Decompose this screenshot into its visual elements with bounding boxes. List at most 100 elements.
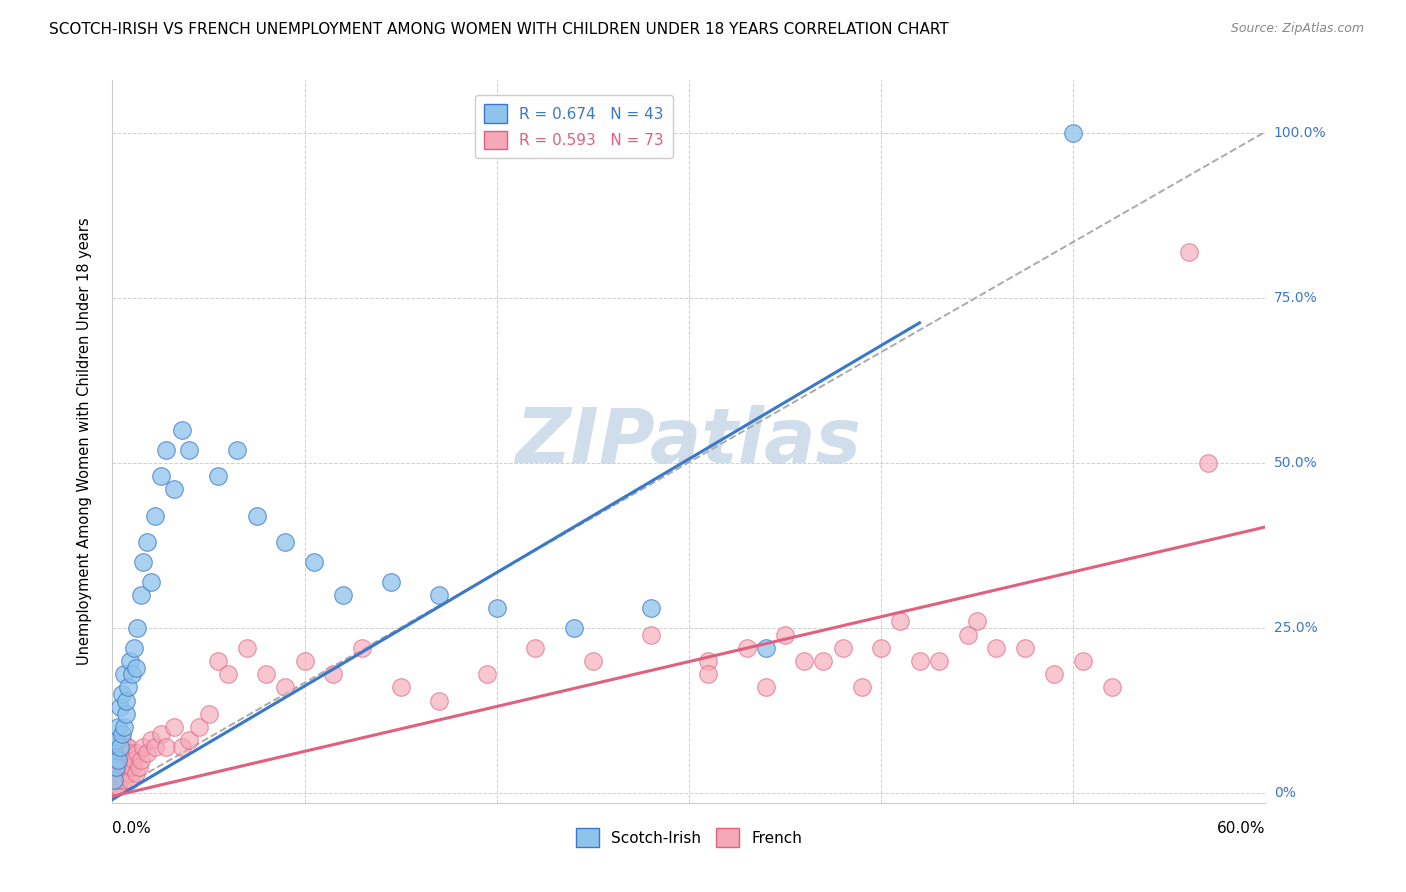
Point — [697, 667, 720, 681]
Point — [485, 601, 508, 615]
Point — [155, 739, 177, 754]
Point — [112, 667, 135, 681]
Point — [389, 681, 412, 695]
Point — [1062, 126, 1084, 140]
Point — [129, 588, 153, 602]
Point — [103, 759, 125, 773]
Point — [143, 508, 166, 523]
Point — [640, 601, 662, 615]
Point — [118, 654, 141, 668]
Point — [112, 720, 135, 734]
Point — [304, 555, 326, 569]
Point — [163, 483, 186, 497]
Point — [107, 753, 129, 767]
Point — [274, 681, 297, 695]
Point — [117, 739, 139, 754]
Point — [524, 640, 547, 655]
Text: 0.0%: 0.0% — [112, 822, 152, 837]
Point — [115, 706, 138, 721]
Point — [831, 640, 853, 655]
Text: 100.0%: 100.0% — [1274, 126, 1326, 140]
Point — [197, 706, 219, 721]
Point — [170, 739, 193, 754]
Point — [427, 588, 450, 602]
Point — [105, 772, 128, 787]
Point — [380, 574, 402, 589]
Point — [118, 747, 141, 761]
Point — [105, 753, 128, 767]
Text: Source: ZipAtlas.com: Source: ZipAtlas.com — [1230, 22, 1364, 36]
Point — [236, 640, 259, 655]
Point — [112, 772, 135, 787]
Point — [139, 733, 162, 747]
Point — [149, 726, 172, 740]
Point — [103, 747, 125, 761]
Point — [477, 667, 499, 681]
Point — [108, 739, 131, 754]
Point — [121, 667, 143, 681]
Point — [136, 535, 159, 549]
Text: 60.0%: 60.0% — [1218, 822, 1265, 837]
Point — [928, 654, 950, 668]
Point — [851, 681, 873, 695]
Point — [107, 766, 129, 780]
Point — [1101, 681, 1123, 695]
Point — [149, 469, 172, 483]
Point — [108, 700, 131, 714]
Point — [108, 753, 131, 767]
Text: SCOTCH-IRISH VS FRENCH UNEMPLOYMENT AMONG WOMEN WITH CHILDREN UNDER 18 YEARS COR: SCOTCH-IRISH VS FRENCH UNEMPLOYMENT AMON… — [49, 22, 949, 37]
Point — [294, 654, 316, 668]
Point — [582, 654, 605, 668]
Point — [111, 733, 134, 747]
Point — [1043, 667, 1066, 681]
Point — [118, 772, 141, 787]
Point — [117, 681, 139, 695]
Point — [207, 654, 229, 668]
Point — [115, 766, 138, 780]
Point — [132, 739, 155, 754]
Point — [163, 720, 186, 734]
Point — [111, 766, 134, 780]
Text: 25.0%: 25.0% — [1274, 621, 1317, 635]
Point — [813, 654, 835, 668]
Point — [117, 759, 139, 773]
Point — [956, 627, 979, 641]
Point — [107, 747, 129, 761]
Point — [352, 640, 374, 655]
Point — [332, 588, 354, 602]
Text: 50.0%: 50.0% — [1274, 456, 1317, 470]
Point — [170, 423, 193, 437]
Point — [108, 772, 131, 787]
Point — [112, 753, 135, 767]
Point — [107, 720, 129, 734]
Point — [640, 627, 662, 641]
Point — [254, 667, 277, 681]
Point — [103, 772, 125, 787]
Point — [111, 726, 134, 740]
Point — [124, 660, 146, 674]
Point — [966, 615, 988, 629]
Point — [207, 469, 229, 483]
Point — [188, 720, 211, 734]
Point — [115, 739, 138, 754]
Point — [111, 687, 134, 701]
Point — [1014, 640, 1036, 655]
Point — [793, 654, 815, 668]
Point — [121, 759, 143, 773]
Point — [246, 508, 269, 523]
Point — [136, 747, 159, 761]
Point — [105, 759, 128, 773]
Point — [986, 640, 1008, 655]
Point — [226, 442, 249, 457]
Point — [1197, 456, 1219, 470]
Point — [143, 739, 166, 754]
Point — [132, 555, 155, 569]
Point — [128, 759, 150, 773]
Point — [889, 615, 911, 629]
Point — [697, 654, 720, 668]
Point — [908, 654, 931, 668]
Point — [111, 747, 134, 761]
Point — [179, 733, 201, 747]
Point — [217, 667, 239, 681]
Point — [127, 747, 149, 761]
